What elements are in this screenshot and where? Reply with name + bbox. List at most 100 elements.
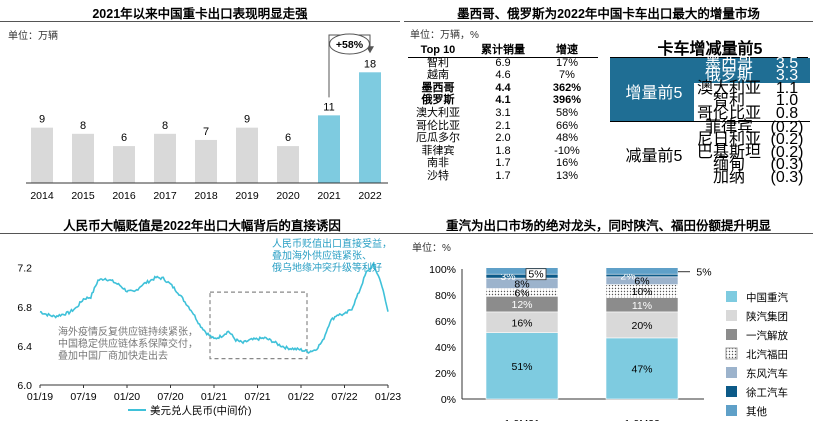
decrease-value: (0.2) bbox=[770, 143, 804, 161]
segment-label: 16% bbox=[511, 317, 532, 329]
top10-table: Top 10 累计销量 增速 智利 6.9 17% 越南 4.6 7% 墨西哥 4.4 362% 俄罗斯… bbox=[408, 44, 608, 183]
legend-swatch bbox=[726, 367, 737, 378]
annotation-bubble bbox=[329, 33, 370, 55]
sales-cell: 2.1 bbox=[495, 119, 511, 132]
sales-cell: 2.0 bbox=[495, 132, 511, 145]
table-row: 沙特 1.7 13% bbox=[408, 170, 596, 183]
table-row: 越南 4.6 7% bbox=[408, 69, 596, 82]
tick-label-2014: 2014 bbox=[30, 190, 54, 202]
bar-segment-徐工汽车 bbox=[485, 273, 559, 279]
table-header: Top 10 bbox=[420, 44, 456, 56]
increase-country: 俄罗斯 bbox=[704, 67, 753, 85]
annotation-gray-line: 中国稳定供应链体系保障交付， bbox=[58, 337, 198, 350]
country-cell: 墨西哥 bbox=[421, 81, 455, 94]
growth-annotation: +58% bbox=[336, 39, 364, 51]
legend-label: 北汽福田 bbox=[746, 348, 788, 361]
country-cell: 俄罗斯 bbox=[421, 94, 455, 107]
label-box bbox=[525, 268, 547, 281]
bar-chart-exports: 9 2014 8 2015 6 2016 8 2017 7 2018 9 2019 6 2020 11 202… bbox=[26, 33, 388, 202]
legend-label: 中国重汽 bbox=[746, 291, 788, 304]
legend-swatch bbox=[726, 405, 737, 416]
segment-label: 5% bbox=[528, 269, 543, 281]
tick-label-2015: 2015 bbox=[71, 190, 95, 202]
increase-country: 澳大利亚 bbox=[696, 79, 761, 97]
sales-cell: 6.9 bbox=[495, 56, 511, 69]
y-tick-label: 20% bbox=[435, 368, 456, 380]
y-tick-label: 6.4 bbox=[17, 341, 32, 353]
y-tick-label: 80% bbox=[435, 290, 456, 302]
bar-2018 bbox=[195, 139, 217, 183]
increase-value: 1.1 bbox=[775, 79, 799, 97]
data-label-2019: 9 bbox=[244, 114, 250, 126]
segment-label: 6% bbox=[514, 287, 529, 299]
decrease-value: (0.2) bbox=[770, 118, 804, 136]
annotation-highlight-line: 人民币贬值出口直接受益， bbox=[272, 237, 392, 250]
table-row: 俄罗斯 4.1 396% bbox=[408, 94, 596, 107]
title-divider bbox=[404, 21, 813, 22]
growth-cell: 66% bbox=[555, 119, 579, 132]
x-tick-label: 07/19 bbox=[70, 391, 96, 403]
legend-label: 其他 bbox=[746, 405, 767, 418]
y-tick-label: 6.0 bbox=[17, 380, 32, 392]
country-cell: 澳大利亚 bbox=[416, 106, 460, 119]
y-tick-label: 100% bbox=[429, 264, 456, 276]
country-cell: 越南 bbox=[427, 69, 449, 82]
decrease-country: 巴基斯坦 bbox=[696, 143, 761, 161]
tick-label-2017: 2017 bbox=[153, 190, 177, 202]
decrease-value: (0.2) bbox=[770, 131, 804, 149]
series-line bbox=[39, 261, 389, 355]
legend-swatch bbox=[726, 310, 737, 321]
table-row: 菲律宾 1.8 -10% bbox=[408, 145, 596, 158]
x-tick-label: 1-9M21 bbox=[504, 418, 540, 421]
x-tick-label: 01/21 bbox=[201, 391, 227, 403]
table-header-row: Top 10 累计销量 增速 bbox=[408, 44, 596, 57]
increase-decrease-table: 卡车增减量前5 增量前5 墨西哥 3.5 俄罗斯 3.3 澳大利亚 1.1 智利 1.0 哥伦比亚 0… bbox=[610, 41, 810, 210]
bar-2022 bbox=[359, 72, 381, 183]
country-cell: 哥伦比亚 bbox=[416, 119, 460, 132]
row-divider bbox=[610, 120, 810, 122]
increase-value: 0.8 bbox=[775, 105, 799, 122]
tick-label-2022: 2022 bbox=[358, 190, 382, 202]
tick-label-2016: 2016 bbox=[112, 190, 136, 202]
growth-cell: -10% bbox=[554, 144, 580, 157]
decrease-value: (0.3) bbox=[770, 169, 804, 186]
increase-value: 3.3 bbox=[775, 67, 799, 85]
legend-swatch bbox=[726, 329, 737, 340]
table-row: 墨西哥 4.4 362% bbox=[408, 82, 596, 95]
bar-2019 bbox=[236, 127, 258, 183]
bar-2017 bbox=[154, 133, 176, 183]
annotation-highlight-line: 俄乌地缘冲突升级等利好 bbox=[272, 261, 382, 274]
segment-label: 11% bbox=[632, 300, 652, 312]
header-underline bbox=[408, 56, 598, 58]
x-tick-label: 01/23 bbox=[375, 391, 401, 403]
decrease-country: 尼日利亚 bbox=[696, 131, 761, 149]
increase-country: 哥伦比亚 bbox=[696, 105, 761, 122]
growth-cell: 16% bbox=[555, 157, 579, 170]
panel-title: 2021年以来中国重卡出口表现明显走强 bbox=[92, 7, 308, 21]
increase-value: 1.0 bbox=[775, 92, 799, 110]
segment-label: 5% bbox=[696, 267, 711, 279]
table-row: 厄瓜多尔 2.0 48% bbox=[408, 132, 596, 145]
title-divider bbox=[404, 233, 813, 234]
annotation-gray-line: 海外疫情反复供应链持续紧张， bbox=[58, 325, 198, 338]
panel-market-share: 重汽为出口市场的绝对龙头，同时陕汽、福田份额提升明显 单位：% 0% 20% 40%… bbox=[404, 212, 813, 421]
table-header: 增速 bbox=[556, 44, 578, 56]
dashed-box bbox=[209, 291, 308, 360]
sales-cell: 1.8 bbox=[495, 144, 511, 157]
legend-label: 徐工汽车 bbox=[746, 386, 788, 399]
stacked-bar-share: 0%20%40%60%80%100%51%16%12%6%8%3%5%1-9M2… bbox=[429, 264, 788, 421]
right-header: 卡车增减量前5 bbox=[657, 41, 763, 58]
panel-title: 重汽为出口市场的绝对龙头，同时陕汽、福田份额提升明显 bbox=[445, 219, 771, 233]
data-label-2018: 7 bbox=[203, 126, 209, 138]
increase-country: 墨西哥 bbox=[704, 54, 753, 72]
table-row: 南非 1.7 16% bbox=[408, 157, 596, 170]
country-cell: 沙特 bbox=[427, 169, 449, 182]
x-tick-label: 01/20 bbox=[114, 391, 140, 403]
segment-label: 8% bbox=[514, 278, 529, 290]
panel-title: 墨西哥、俄罗斯为2022年中国卡车出口最大的增量市场 bbox=[457, 7, 760, 21]
decrease-label: 减量前5 bbox=[625, 148, 683, 166]
bar-segment-其他 bbox=[605, 267, 679, 275]
y-tick-label: 6.8 bbox=[17, 302, 32, 314]
table-row: 智利 6.9 17% bbox=[408, 57, 596, 70]
legend-label: 一汽解放 bbox=[746, 329, 788, 342]
